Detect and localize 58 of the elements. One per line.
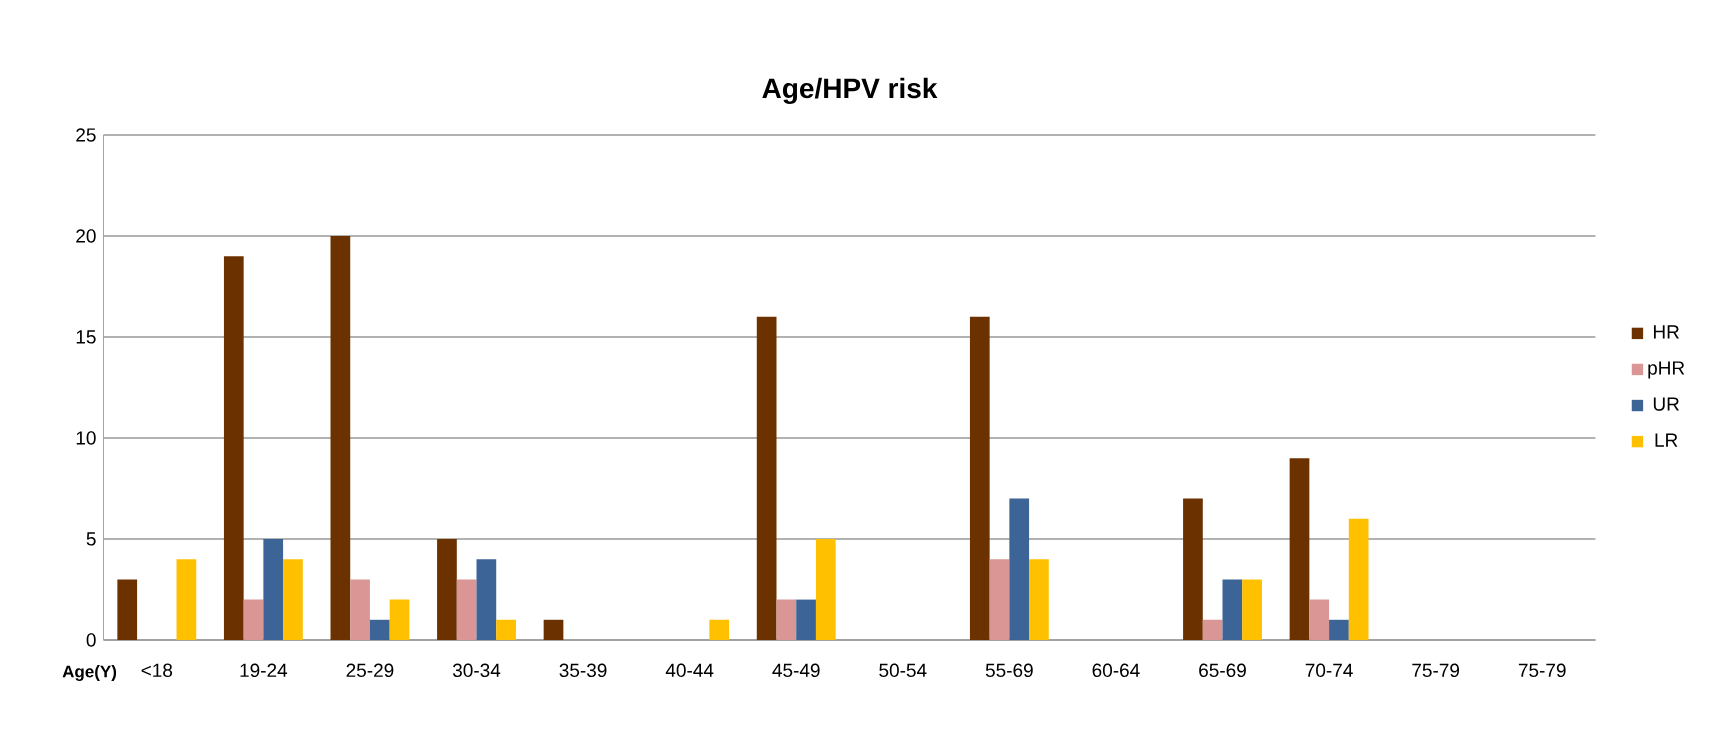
bar: [496, 619, 516, 640]
bar: [330, 235, 351, 640]
x-tick-label: 50-54: [879, 663, 927, 678]
y-tick-label: 10: [76, 431, 96, 445]
bar: [543, 619, 564, 640]
bar: [283, 559, 303, 640]
bar: [815, 538, 836, 640]
x-tick-label: 75-79: [1412, 663, 1460, 678]
bar: [437, 538, 457, 640]
x-tick-label: <18: [141, 663, 173, 678]
bar: [456, 579, 477, 640]
y-tick-label: 0: [86, 633, 96, 647]
bar: [1183, 498, 1203, 640]
legend-label: LR: [1655, 433, 1678, 447]
bar: [389, 599, 410, 640]
y-tick-label: 15: [76, 330, 96, 344]
bar: [1009, 498, 1030, 640]
chart-title: Age/HPV risk: [762, 77, 938, 104]
bar: [756, 316, 777, 640]
bar: [1348, 518, 1369, 640]
x-tick-label: 25-29: [346, 663, 394, 678]
x-tick-label: 30-34: [452, 663, 501, 678]
bar: [263, 538, 284, 640]
bar: [989, 559, 1010, 640]
bar: [1309, 599, 1330, 640]
bar: [117, 579, 138, 640]
bar: [476, 559, 497, 640]
bar: [776, 599, 797, 640]
y-tick-label: 25: [76, 128, 96, 142]
bar: [1329, 619, 1349, 640]
bar: [796, 599, 816, 640]
bar: [350, 579, 370, 640]
x-tick-label: 75-79: [1518, 663, 1566, 678]
bar: [1242, 579, 1262, 640]
x-tick-label: 35-39: [559, 663, 607, 678]
legend-label: HR: [1653, 325, 1679, 339]
bar: [709, 619, 730, 640]
x-tick-label: 60-64: [1092, 663, 1140, 678]
y-tick-label: 5: [86, 532, 96, 546]
bar: [1222, 579, 1243, 640]
y-tick-label: 20: [76, 229, 96, 243]
bar: [1202, 619, 1223, 640]
x-tick-label: 55-69: [985, 663, 1033, 678]
bar: [243, 599, 264, 640]
x-tick-label: 45-49: [772, 663, 820, 678]
legend-label: pHR: [1648, 361, 1685, 379]
bar: [1289, 458, 1310, 640]
bar: [369, 619, 390, 640]
x-tick-label: 40-44: [665, 663, 714, 678]
bar: [1029, 559, 1049, 640]
x-tick-label: 65-69: [1199, 663, 1246, 678]
x-tick-label: 19-24: [240, 663, 288, 678]
bar: [969, 316, 990, 640]
bar: [223, 256, 244, 640]
x-tick-label: 70-74: [1305, 663, 1353, 678]
bar: [176, 559, 197, 640]
legend-label: UR: [1653, 397, 1679, 411]
x-axis-title: Age(Y): [62, 665, 117, 681]
